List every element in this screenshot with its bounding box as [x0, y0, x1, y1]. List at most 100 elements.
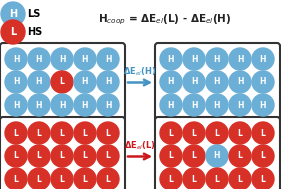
Circle shape [229, 145, 251, 167]
Circle shape [229, 48, 251, 70]
Text: L: L [260, 152, 266, 160]
Text: H: H [168, 54, 174, 64]
Circle shape [206, 168, 228, 189]
Text: L: L [13, 129, 19, 138]
Circle shape [97, 168, 119, 189]
Text: L: L [215, 174, 219, 184]
Circle shape [28, 48, 50, 70]
Circle shape [252, 48, 274, 70]
Text: L: L [106, 174, 110, 184]
Circle shape [252, 71, 274, 93]
Circle shape [5, 94, 27, 116]
Circle shape [5, 145, 27, 167]
Circle shape [160, 122, 182, 144]
Text: L: L [60, 174, 64, 184]
Text: L: L [169, 152, 173, 160]
Circle shape [252, 168, 274, 189]
Text: H: H [9, 9, 17, 19]
Circle shape [183, 94, 205, 116]
Circle shape [183, 48, 205, 70]
Circle shape [183, 71, 205, 93]
Text: L: L [169, 174, 173, 184]
Text: H: H [260, 101, 266, 109]
Text: L: L [37, 129, 41, 138]
Text: H: H [214, 152, 220, 160]
Text: L: L [169, 129, 173, 138]
Circle shape [97, 145, 119, 167]
Circle shape [74, 122, 96, 144]
Circle shape [206, 94, 228, 116]
Text: L: L [215, 129, 219, 138]
Circle shape [51, 122, 73, 144]
Circle shape [229, 168, 251, 189]
Circle shape [252, 122, 274, 144]
Text: L: L [13, 152, 19, 160]
Circle shape [51, 168, 73, 189]
Circle shape [5, 48, 27, 70]
Circle shape [1, 20, 25, 44]
Text: H: H [36, 101, 42, 109]
Text: L: L [60, 152, 64, 160]
Text: H: H [105, 101, 111, 109]
Text: H: H [214, 101, 220, 109]
Text: L: L [192, 152, 196, 160]
Circle shape [28, 122, 50, 144]
Circle shape [51, 94, 73, 116]
Text: L: L [83, 152, 87, 160]
Circle shape [97, 122, 119, 144]
Text: H$_{coop}$ = ΔE$_{el}$(L) - ΔE$_{el}$(H): H$_{coop}$ = ΔE$_{el}$(L) - ΔE$_{el}$(H) [98, 13, 232, 27]
FancyBboxPatch shape [0, 43, 125, 122]
Circle shape [28, 71, 50, 93]
Circle shape [252, 94, 274, 116]
Text: H: H [168, 77, 174, 87]
Text: H: H [105, 77, 111, 87]
Circle shape [51, 71, 73, 93]
Text: ΔE$_{el}$(L): ΔE$_{el}$(L) [124, 140, 156, 153]
Text: L: L [37, 174, 41, 184]
Circle shape [97, 71, 119, 93]
Text: H: H [82, 77, 88, 87]
Circle shape [74, 168, 96, 189]
Text: H: H [59, 101, 65, 109]
Text: L: L [106, 152, 110, 160]
Text: L: L [106, 129, 110, 138]
FancyBboxPatch shape [155, 43, 280, 122]
Text: H: H [13, 77, 19, 87]
Text: H: H [13, 101, 19, 109]
Text: H: H [13, 54, 19, 64]
Text: L: L [83, 129, 87, 138]
Text: L: L [60, 77, 64, 87]
Circle shape [74, 48, 96, 70]
Circle shape [28, 94, 50, 116]
Text: L: L [60, 129, 64, 138]
Circle shape [5, 122, 27, 144]
Circle shape [1, 2, 25, 26]
Circle shape [51, 145, 73, 167]
Text: H: H [82, 101, 88, 109]
Circle shape [74, 145, 96, 167]
Circle shape [229, 71, 251, 93]
Text: HS: HS [27, 27, 42, 37]
Circle shape [229, 94, 251, 116]
Text: H: H [36, 77, 42, 87]
Circle shape [74, 94, 96, 116]
Text: H: H [82, 54, 88, 64]
Circle shape [183, 168, 205, 189]
Text: L: L [13, 174, 19, 184]
Text: L: L [260, 129, 266, 138]
Text: L: L [192, 129, 196, 138]
Text: L: L [237, 129, 243, 138]
Circle shape [5, 168, 27, 189]
Circle shape [160, 94, 182, 116]
Text: H: H [191, 54, 197, 64]
Circle shape [206, 122, 228, 144]
Text: ΔE$_{el}$(H): ΔE$_{el}$(H) [123, 66, 157, 78]
Circle shape [28, 168, 50, 189]
Text: H: H [191, 101, 197, 109]
Text: H: H [105, 54, 111, 64]
Text: H: H [237, 101, 243, 109]
Circle shape [206, 48, 228, 70]
Text: H: H [214, 54, 220, 64]
Text: H: H [260, 77, 266, 87]
Circle shape [183, 145, 205, 167]
